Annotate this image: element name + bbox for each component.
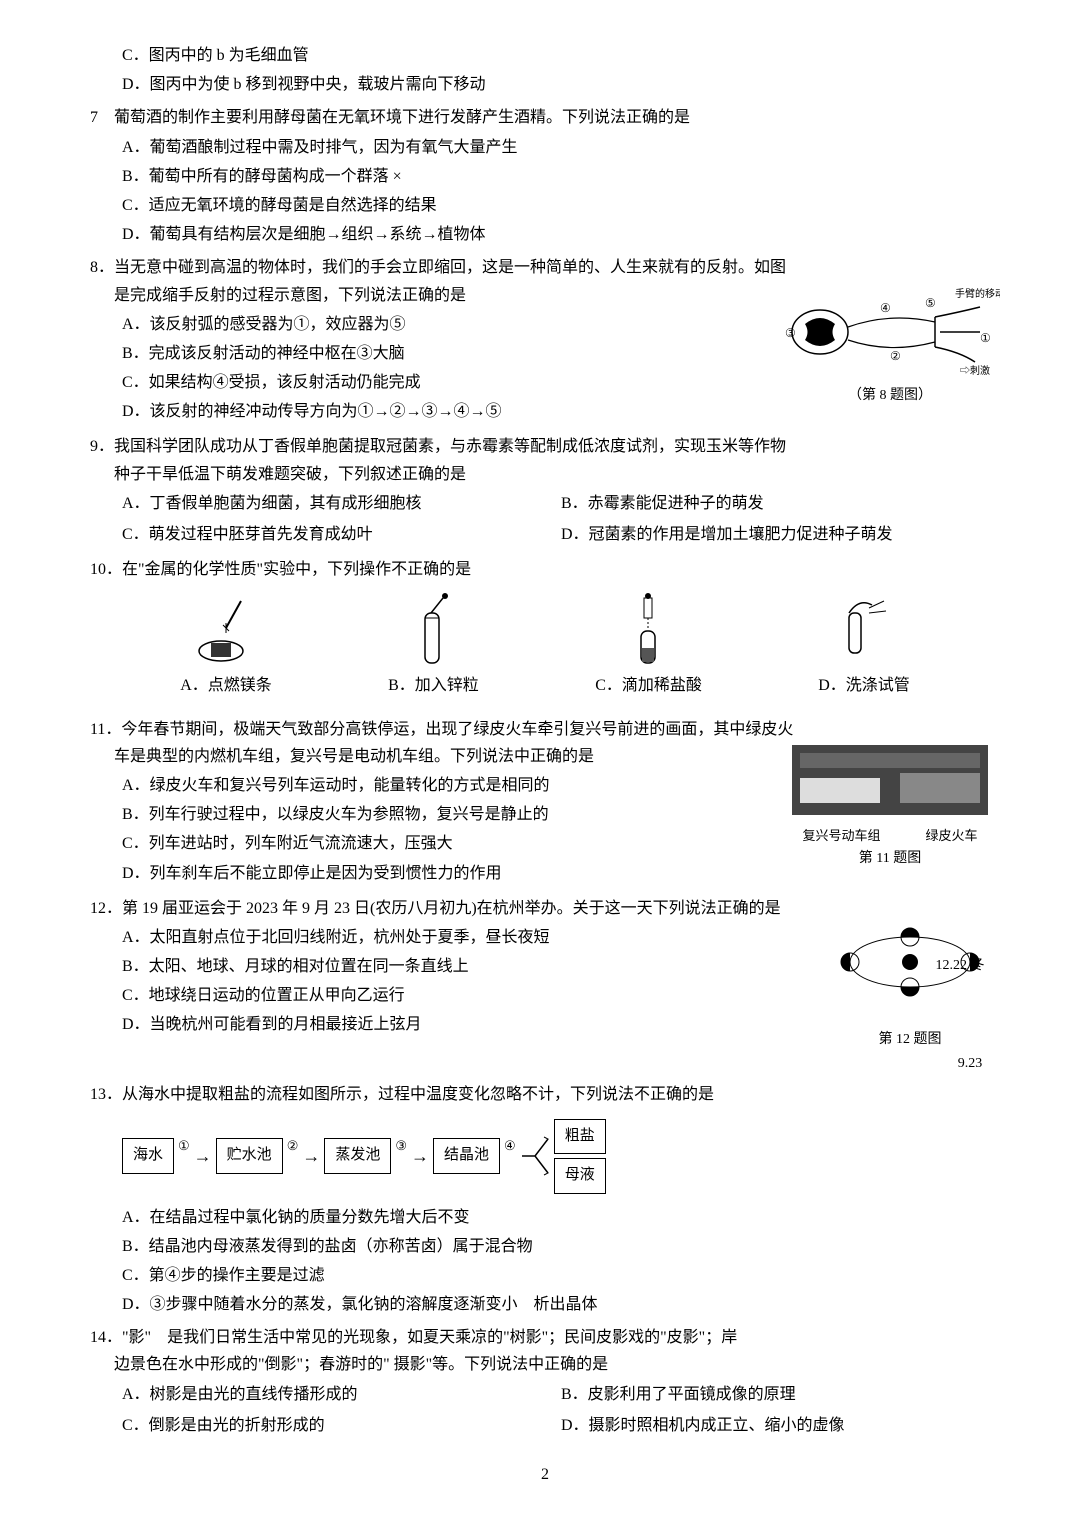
q9-stem2: 种子干旱低温下萌发难题突破，下列叙述正确的是: [90, 461, 1000, 488]
q11-fig-right: 绿皮火车: [925, 825, 977, 847]
q11-option-c: C．列车进站时，列车附近气流流速大，压强大: [122, 830, 770, 857]
q8-num: 8．: [90, 259, 114, 276]
question-10: 10．在"金属的化学性质"实验中，下列操作不正确的是 A．点燃镁条 B．加入锌粒…: [90, 556, 1000, 709]
q11-figure: 复兴号动车组 绿皮火车 第 11 题图: [770, 743, 1000, 871]
flow-out-2: 母液: [554, 1158, 606, 1194]
q7-num: 7: [90, 109, 98, 126]
question-12: 12．第 19 届亚运会于 2023 年 9 月 23 日(农历八月初九)在杭州…: [90, 895, 1000, 1076]
q14-option-d: D．摄影时照相机内成正立、缩小的虚像: [561, 1412, 1000, 1439]
q10-fig-a-icon: [180, 593, 272, 668]
q11-option-a: A．绿皮火车和复兴号列车运动时，能量转化的方式是相同的: [122, 772, 770, 799]
arrow-icon: →: [302, 1141, 320, 1172]
q10-num: 10．: [90, 561, 122, 578]
q10-fig-b-icon: [388, 593, 479, 668]
q12-ann1: 12.22 冬: [936, 958, 985, 973]
q7-option-d: D．葡萄具有结构层次是细胞→组织→系统→植物体: [122, 221, 1000, 248]
q13-stem: 从海水中提取粗盐的流程如图所示，过程中温度变化忽略不计，下列说法不正确的是: [122, 1086, 714, 1103]
q10-option-b: B．加入锌粒: [388, 672, 479, 699]
q14-stem2: 边景色在水中形成的"倒影"；春游时的" 摄影"等。下列说法中正确的是: [90, 1351, 1000, 1378]
q9-num: 9．: [90, 438, 114, 455]
q8-fig-caption: （第 8 题图）: [780, 384, 1000, 408]
q10-option-d: D．洗涤试管: [818, 672, 910, 699]
question-8: 8．当无意中碰到高温的物体时，我们的手会立即缩回，这是一种简单的、人生来就有的反…: [90, 254, 1000, 427]
q7-stem: 葡萄酒的制作主要利用酵母菌在无氧环境下进行发酵产生酒精。下列说法正确的是: [114, 109, 690, 126]
q11-stem2: 车是典型的内燃机车组，复兴号是电动机车组。下列说法中正确的是: [90, 743, 770, 770]
q8-option-a: A．该反射弧的感受器为①，效应器为⑤: [122, 311, 770, 338]
q7-option-b: B．葡萄中所有的酵母菌构成一个群落 ×: [122, 163, 1000, 190]
q14-option-b: B．皮影利用了平面镜成像的原理: [561, 1381, 1000, 1408]
svg-text:③: ③: [785, 326, 796, 340]
q10-stem: 在"金属的化学性质"实验中，下列操作不正确的是: [122, 561, 471, 578]
arrow-icon: →: [411, 1141, 429, 1172]
q12-figure: 12.22 冬 第 12 题图 9.23: [810, 922, 1000, 1075]
q10-fig-c-icon: [595, 593, 702, 668]
q10-fig-d-icon: [818, 593, 910, 668]
q10-option-a: A．点燃镁条: [180, 672, 272, 699]
q12-fig-caption: 第 12 题图: [820, 1028, 1000, 1052]
q8-option-b: B．完成该反射活动的神经中枢在③大脑: [122, 340, 770, 367]
page-number: 2: [90, 1461, 1000, 1488]
q11-option-d: D．列车刹车后不能立即停止是因为受到惯性力的作用: [122, 860, 770, 887]
flow-box-3: 蒸发池: [324, 1138, 391, 1174]
svg-text:①: ①: [980, 331, 991, 345]
q12-option-d: D．当晚杭州可能看到的月相最接近上弦月: [122, 1011, 810, 1038]
q13-num: 13．: [90, 1086, 122, 1103]
flow-box-2: 贮水池: [216, 1138, 283, 1174]
question-11: 11．今年春节期间，极端天气致部分高铁停运，出现了绿皮火车牵引复兴号前进的画面，…: [90, 716, 1000, 889]
q12-option-a: A．太阳直射点位于北回归线附近，杭州处于夏季，昼长夜短: [122, 924, 810, 951]
q8-stem1: 当无意中碰到高温的物体时，我们的手会立即缩回，这是一种简单的、人生来就有的反射。…: [114, 259, 786, 276]
flow-box-1: 海水: [122, 1138, 174, 1174]
q10-figures: A．点燃镁条 B．加入锌粒 C．滴加稀盐酸 D．洗涤试管: [90, 583, 1000, 709]
q8-stem2: 是完成缩手反射的过程示意图，下列说法正确的是: [90, 282, 770, 309]
question-13: 13．从海水中提取粗盐的流程如图所示，过程中温度变化忽略不计，下列说法不正确的是…: [90, 1081, 1000, 1318]
q12-num: 12．: [90, 900, 122, 917]
flow-out-1: 粗盐: [554, 1119, 606, 1155]
question-9: 9．我国科学团队成功从丁香假单胞菌提取冠菌素，与赤霉素等配制成低浓度试剂，实现玉…: [90, 433, 1000, 550]
q9-option-c: C．萌发过程中胚芽首先发育成幼叶: [122, 521, 561, 548]
q8-figure: ③ ④ ② ⑤ ① 手臂的移动 ⇨刺激 （第 8 题图）: [770, 282, 1000, 408]
q7-option-a: A．葡萄酒酿制过程中需及时排气，因为有氧气大量产生: [122, 134, 1000, 161]
q12-option-b: B．太阳、地球、月球的相对位置在同一条直线上: [122, 953, 810, 980]
q12-stem: 第 19 届亚运会于 2023 年 9 月 23 日(农历八月初九)在杭州举办。…: [122, 900, 781, 917]
svg-text:④: ④: [880, 301, 891, 315]
q13-option-b: B．结晶池内母液蒸发得到的盐卤（亦称苦卤）属于混合物: [122, 1233, 1000, 1260]
q8-option-c: C．如果结构④受损，该反射活动仍能完成: [122, 369, 770, 396]
q8-option-d: D．该反射的神经冲动传导方向为①→②→③→④→⑤: [122, 398, 770, 425]
q6-option-c: C．图丙中的 b 为毛细血管: [122, 42, 1000, 69]
q14-stem1: "影" 是我们日常生活中常见的光现象，如夏天乘凉的"树影"；民间皮影戏的"皮影"…: [122, 1329, 737, 1346]
q9-option-b: B．赤霉素能促进种子的萌发: [561, 490, 1000, 517]
question-6-tail: C．图丙中的 b 为毛细血管 D．图丙中为使 b 移到视野中央，载玻片需向下移动: [90, 42, 1000, 98]
svg-text:⇨刺激: ⇨刺激: [960, 364, 990, 377]
q13-option-d: D．③步骤中随着水分的蒸发，氯化钠的溶解度逐渐变小 析出晶体: [122, 1291, 1000, 1318]
q7-option-c: C．适应无氧环境的酵母菌是自然选择的结果: [122, 192, 1000, 219]
q11-fig-caption: 第 11 题图: [780, 847, 1000, 871]
q12-ann2: 9.23: [958, 1056, 983, 1071]
arrow-icon: →: [194, 1141, 212, 1172]
flow-box-4: 结晶池: [433, 1138, 500, 1174]
q11-option-b: B．列车行驶过程中，以绿皮火车为参照物，复兴号是静止的: [122, 801, 770, 828]
q9-option-a: A．丁香假单胞菌为细菌，其有成形细胞核: [122, 490, 561, 517]
svg-text:⑤: ⑤: [925, 296, 936, 310]
q11-stem1: 今年春节期间，极端天气致部分高铁停运，出现了绿皮火车牵引复兴号前进的画面，其中绿…: [121, 721, 793, 738]
question-7: 7 葡萄酒的制作主要利用酵母菌在无氧环境下进行发酵产生酒精。下列说法正确的是 A…: [90, 104, 1000, 248]
q9-stem1: 我国科学团队成功从丁香假单胞菌提取冠菌素，与赤霉素等配制成低浓度试剂，实现玉米等…: [114, 438, 786, 455]
svg-text:手臂的移动: 手臂的移动: [955, 287, 1000, 300]
q12-option-c: C．地球绕日运动的位置正从甲向乙运行: [122, 982, 810, 1009]
q13-option-a: A．在结晶过程中氯化钠的质量分数先增大后不变: [122, 1204, 1000, 1231]
question-14: 14．"影" 是我们日常生活中常见的光现象，如夏天乘凉的"树影"；民间皮影戏的"…: [90, 1324, 1000, 1441]
q11-fig-left: 复兴号动车组: [802, 825, 880, 847]
q13-flowchart: 海水 ①→ 贮水池 ②→ 蒸发池 ③→ 结晶池 ④ 粗盐 母液: [90, 1119, 1000, 1194]
q13-option-c: C．第④步的操作主要是过滤: [122, 1262, 1000, 1289]
q10-option-c: C．滴加稀盐酸: [595, 672, 702, 699]
q6-option-d: D．图丙中为使 b 移到视野中央，载玻片需向下移动: [122, 71, 1000, 98]
q11-num: 11．: [90, 721, 121, 738]
q14-option-a: A．树影是由光的直线传播形成的: [122, 1381, 561, 1408]
q14-option-c: C．倒影是由光的折射形成的: [122, 1412, 561, 1439]
svg-text:②: ②: [890, 349, 901, 363]
q9-option-d: D．冠菌素的作用是增加土壤肥力促进种子萌发: [561, 521, 1000, 548]
split-arrow-icon: [520, 1131, 550, 1181]
q14-num: 14．: [90, 1329, 122, 1346]
